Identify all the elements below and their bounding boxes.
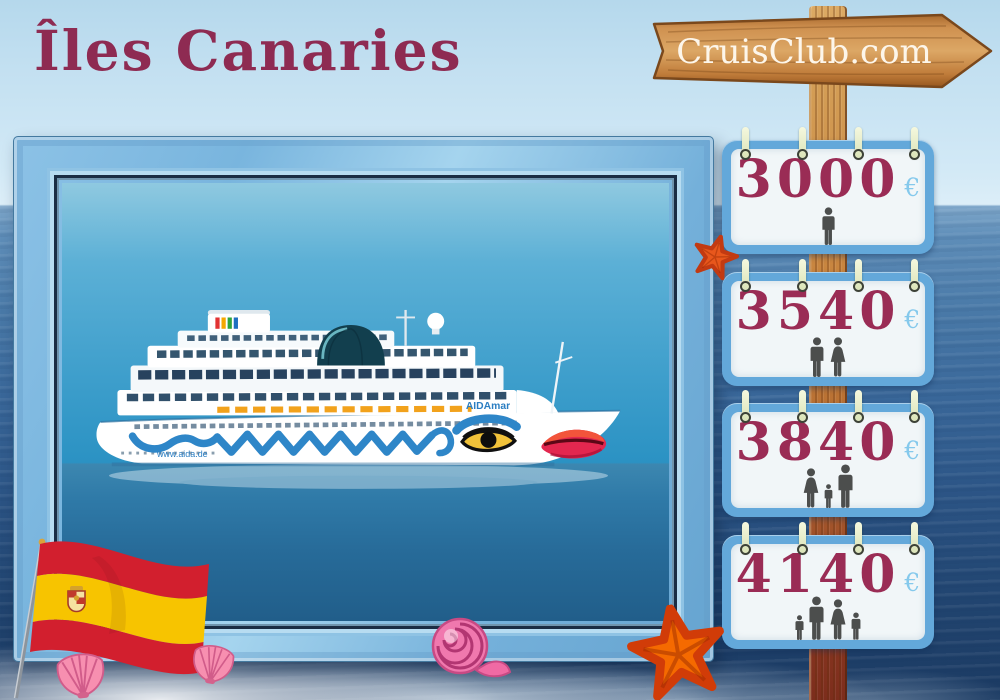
price-value: 3840 xyxy=(735,412,901,473)
wood-grain xyxy=(665,25,965,76)
price-card: 4140 € xyxy=(731,544,925,640)
price-tag-2-adults-1-child: 3840 € xyxy=(722,390,934,517)
radar-dome xyxy=(427,312,445,330)
child-icon xyxy=(850,612,862,640)
tag-hook xyxy=(853,127,864,160)
hull-url-text: www.aida.de xyxy=(156,449,208,459)
price-tag-2-adults: 3540 € xyxy=(722,259,934,386)
sign-arrow-shape xyxy=(652,13,993,89)
price-card: 3840 € xyxy=(731,412,925,508)
woman-icon xyxy=(828,337,848,377)
tag-hook xyxy=(740,259,751,292)
starfish-small-icon xyxy=(687,229,744,286)
price-card: 3000 € xyxy=(731,149,925,245)
woman-icon xyxy=(828,599,848,640)
glass-dome xyxy=(317,325,385,366)
woman-icon xyxy=(801,468,821,508)
euro-symbol: € xyxy=(904,436,921,465)
price-tag-1-adult: 3000 € xyxy=(722,127,934,254)
man-icon xyxy=(807,596,826,640)
spiral-shell-icon xyxy=(431,617,512,678)
tag-hook xyxy=(909,127,920,160)
child-icon xyxy=(823,484,834,508)
scallop-shell-icon xyxy=(56,653,105,699)
tag-hook xyxy=(797,522,808,555)
euro-symbol: € xyxy=(904,305,921,334)
page-title: Îles Canaries xyxy=(34,18,463,83)
ship-reflection xyxy=(108,464,609,489)
ship-name-text: AIDAmar xyxy=(466,401,510,412)
tag-hook xyxy=(853,259,864,292)
tag-hook xyxy=(797,127,808,160)
price-tag-2-adults-2-children: 4140 € xyxy=(722,522,934,649)
tag-hook xyxy=(740,127,751,160)
cruise-ship-photo: AIDAmar www.aida.de xyxy=(62,183,669,621)
euro-symbol: € xyxy=(904,173,921,202)
sign-label: CruisClub.com xyxy=(676,32,932,72)
ship-eye-art xyxy=(460,427,518,453)
starfish-large-icon xyxy=(620,596,735,700)
man-icon xyxy=(836,464,855,508)
tag-hook xyxy=(740,522,751,555)
tag-hook xyxy=(909,522,920,555)
ship-illustration: AIDAmar www.aida.de xyxy=(96,309,621,489)
flag-coat-of-arms xyxy=(67,586,86,613)
price-value: 3540 xyxy=(735,281,901,342)
child-icon xyxy=(794,615,805,640)
price-value: 4140 xyxy=(735,544,901,605)
man-icon xyxy=(820,207,837,245)
price-card: 3540 € xyxy=(731,281,925,377)
hull-wave-art xyxy=(128,414,521,457)
occupancy-icons xyxy=(794,600,862,640)
occupancy-icons xyxy=(820,205,837,245)
aida-logo-funnel xyxy=(207,309,270,333)
tag-hook xyxy=(909,390,920,423)
scallop-shell-icon xyxy=(193,645,235,684)
tag-hook xyxy=(853,522,864,555)
price-value: 3000 xyxy=(735,149,901,210)
tag-hook xyxy=(797,259,808,292)
tag-hook xyxy=(797,390,808,423)
sign-arrow[interactable]: CruisClub.com xyxy=(646,12,994,90)
euro-symbol: € xyxy=(904,568,921,597)
tag-hook xyxy=(853,390,864,423)
tag-hook xyxy=(909,259,920,292)
occupancy-icons xyxy=(808,337,848,377)
ship-lips-art xyxy=(541,429,607,459)
occupancy-icons xyxy=(801,468,855,508)
tag-hook xyxy=(740,390,751,423)
man-icon xyxy=(808,337,826,377)
